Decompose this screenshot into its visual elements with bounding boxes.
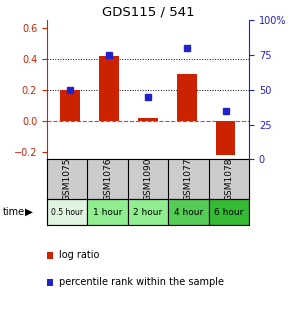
Text: 2 hour: 2 hour bbox=[133, 208, 163, 217]
Text: GSM1075: GSM1075 bbox=[63, 158, 71, 201]
Bar bbox=[87, 199, 128, 225]
Text: GSM1078: GSM1078 bbox=[224, 158, 233, 201]
Text: GSM1090: GSM1090 bbox=[144, 158, 152, 201]
Bar bbox=[99, 56, 119, 121]
Bar bbox=[138, 118, 158, 121]
Bar bbox=[60, 90, 80, 121]
Text: 1 hour: 1 hour bbox=[93, 208, 122, 217]
Text: 6 hour: 6 hour bbox=[214, 208, 243, 217]
Text: 4 hour: 4 hour bbox=[174, 208, 203, 217]
Bar bbox=[209, 199, 249, 225]
Text: time: time bbox=[3, 207, 25, 217]
Title: GDS115 / 541: GDS115 / 541 bbox=[102, 6, 194, 19]
Text: GSM1077: GSM1077 bbox=[184, 158, 193, 201]
Bar bbox=[177, 74, 197, 121]
Bar bbox=[47, 199, 87, 225]
Bar bbox=[168, 199, 209, 225]
Bar bbox=[216, 121, 236, 155]
Bar bbox=[128, 199, 168, 225]
Text: ▶: ▶ bbox=[25, 207, 33, 217]
Text: GSM1076: GSM1076 bbox=[103, 158, 112, 201]
Text: log ratio: log ratio bbox=[59, 250, 100, 260]
Text: 0.5 hour: 0.5 hour bbox=[51, 208, 83, 217]
Text: percentile rank within the sample: percentile rank within the sample bbox=[59, 277, 224, 287]
